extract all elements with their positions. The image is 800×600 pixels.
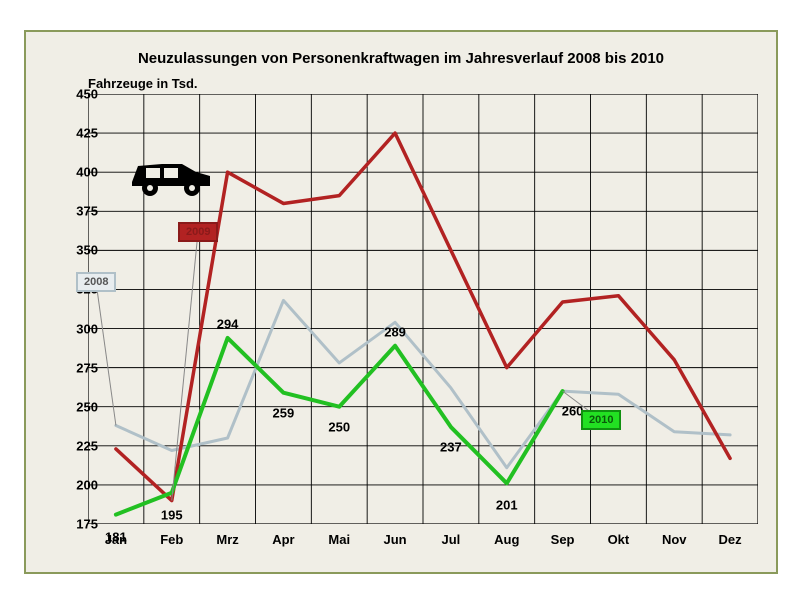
x-tick-label: Okt: [608, 532, 630, 547]
x-tick-label: Jun: [384, 532, 407, 547]
chart-frame: Neuzulassungen von Personenkraftwagen im…: [24, 30, 778, 574]
data-label: 259: [273, 405, 295, 420]
y-tick-label: 350: [76, 243, 98, 258]
data-label: 201: [496, 498, 518, 513]
x-tick-label: Feb: [160, 532, 183, 547]
legend-2009: 2009: [178, 222, 218, 242]
y-tick-label: 225: [76, 438, 98, 453]
x-tick-label: Jul: [442, 532, 461, 547]
x-tick-label: Apr: [272, 532, 294, 547]
y-tick-label: 425: [76, 126, 98, 141]
data-label: 250: [328, 419, 350, 434]
x-tick-label: Dez: [719, 532, 742, 547]
data-label: 195: [161, 507, 183, 522]
chart-subtitle: Fahrzeuge in Tsd.: [88, 76, 198, 91]
chart-title: Neuzulassungen von Personenkraftwagen im…: [26, 50, 776, 67]
x-tick-label: Mai: [328, 532, 350, 547]
y-tick-label: 400: [76, 165, 98, 180]
x-tick-label: Nov: [662, 532, 687, 547]
data-label: 237: [440, 440, 462, 455]
data-label: 289: [384, 324, 406, 339]
y-tick-label: 375: [76, 204, 98, 219]
y-tick-label: 450: [76, 87, 98, 102]
x-tick-label: Aug: [494, 532, 519, 547]
y-tick-label: 200: [76, 477, 98, 492]
data-label: 181: [105, 529, 127, 544]
y-tick-label: 250: [76, 399, 98, 414]
x-tick-label: Sep: [551, 532, 575, 547]
y-tick-label: 175: [76, 517, 98, 532]
legend-2008: 2008: [76, 272, 116, 292]
data-label: 294: [217, 316, 239, 331]
y-tick-label: 300: [76, 321, 98, 336]
x-tick-label: Mrz: [216, 532, 238, 547]
chart-canvas: Neuzulassungen von Personenkraftwagen im…: [0, 0, 800, 600]
legend-2010: 2010: [581, 410, 621, 430]
y-tick-label: 275: [76, 360, 98, 375]
